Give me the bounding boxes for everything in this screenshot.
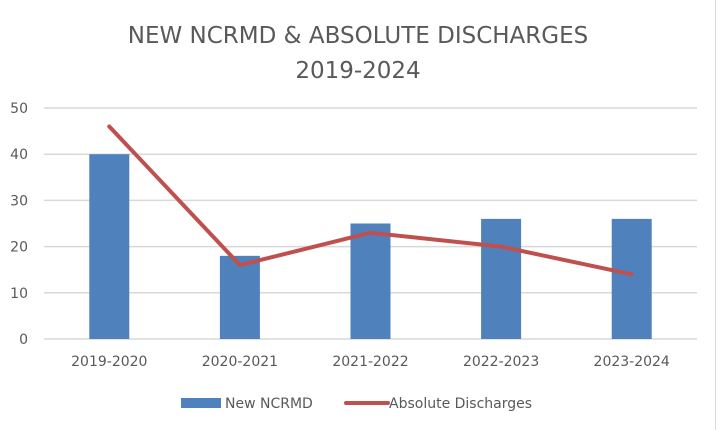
legend-label-new-ncrmd: New NCRMD (225, 396, 313, 412)
bar-new-ncrmd (611, 218, 652, 339)
y-tick-label: 50 (10, 101, 28, 117)
y-tick-label: 10 (10, 286, 28, 302)
legend-label-absolute-discharges: Absolute Discharges (389, 396, 532, 412)
y-tick-label: 0 (19, 332, 28, 348)
x-axis: 2019-2020 2020-2021 2021-2022 2022-2023 2023… (71, 354, 670, 370)
bar-new-ncrmd (219, 255, 260, 339)
bar-series (89, 154, 652, 339)
y-tick-label: 30 (10, 193, 28, 209)
x-tick-label: 2020-2021 (202, 354, 278, 370)
x-tick-label: 2022-2023 (463, 354, 539, 370)
line-absolute-discharges (107, 124, 634, 277)
legend: New NCRMD Absolute Discharges (181, 396, 532, 412)
y-tick-label: 40 (10, 147, 28, 163)
y-axis: 0 10 20 30 40 50 (10, 101, 28, 348)
chart-border (715, 0, 716, 430)
bar-new-ncrmd (350, 223, 391, 339)
y-tick-label: 20 (10, 240, 28, 256)
gridlines (44, 107, 697, 340)
bar-new-ncrmd (89, 154, 130, 339)
chart-subtitle: 2019-2024 (295, 58, 420, 84)
x-tick-label: 2019-2020 (71, 354, 147, 370)
x-tick-label: 2023-2024 (594, 354, 670, 370)
line-series (107, 124, 634, 277)
x-tick-label: 2021-2022 (332, 354, 408, 370)
bar-new-ncrmd (481, 218, 522, 339)
chart-title: NEW NCRMD & ABSOLUTE DISCHARGES (128, 23, 588, 49)
legend-swatch-new-ncrmd (181, 398, 221, 408)
